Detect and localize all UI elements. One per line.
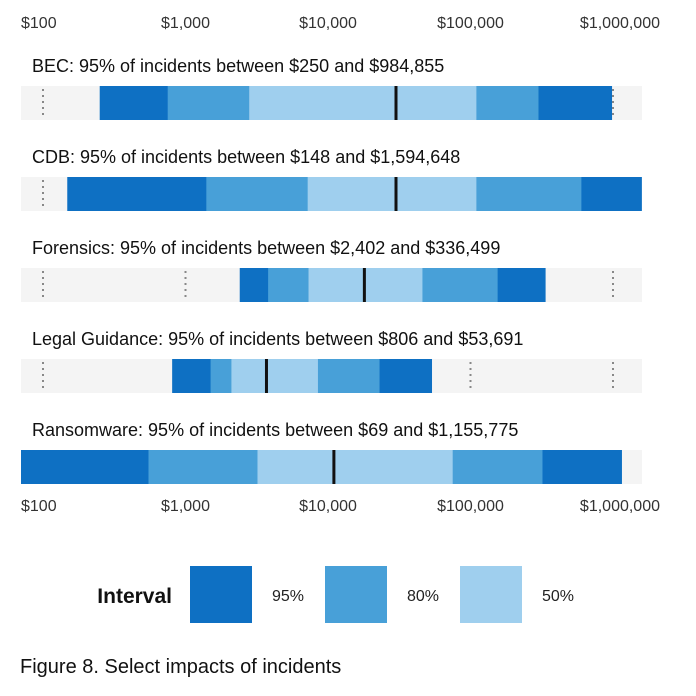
top-tick-label: $100: [21, 15, 57, 32]
row-title: BEC: 95% of incidents between $250 and $…: [32, 56, 444, 76]
interval-50-bar: [249, 86, 477, 120]
top-tick-label: $1,000,000: [580, 15, 660, 32]
legend-swatch-95: [190, 566, 252, 623]
top-tick-label: $100,000: [437, 15, 504, 32]
interval-50-bar: [307, 177, 477, 211]
interval-chart: $100 $100 $1,000 $1,000 $10,000 $10,000 $100,0…: [21, 15, 660, 623]
row-title: Ransomware: 95% of incidents between $69…: [32, 420, 518, 440]
legend-label-50: 50%: [542, 588, 574, 605]
legend-title: Interval: [97, 585, 172, 608]
bottom-tick-label: $10,000: [299, 498, 357, 515]
bottom-tick-label: $1,000: [161, 498, 210, 515]
bottom-tick-label: $1,000,000: [580, 498, 660, 515]
legend-swatch-80: [325, 566, 387, 623]
legend-label-95: 95%: [272, 588, 304, 605]
figure-caption: Figure 8. Select impacts of incidents: [20, 656, 342, 678]
legend-swatch-50: [460, 566, 522, 623]
interval-50-bar: [231, 359, 318, 393]
top-tick-label: $10,000: [299, 15, 357, 32]
row-title: Forensics: 95% of incidents between $2,4…: [32, 238, 500, 258]
bottom-tick-label: $100: [21, 498, 57, 515]
row-title: CDB: 95% of incidents between $148 and $…: [32, 147, 460, 167]
legend-label-80: 80%: [407, 588, 439, 605]
row-title: Legal Guidance: 95% of incidents between…: [32, 329, 523, 349]
interval-50-bar: [257, 450, 453, 484]
top-tick-label: $1,000: [161, 15, 210, 32]
bottom-tick-label: $100,000: [437, 498, 504, 515]
